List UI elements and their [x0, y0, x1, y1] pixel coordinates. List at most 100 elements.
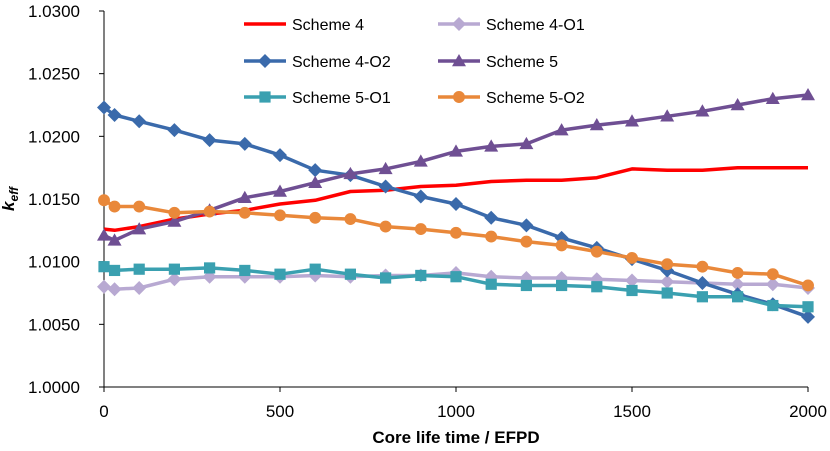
data-point: [590, 245, 603, 258]
data-point: [167, 214, 182, 227]
data-point: [107, 282, 122, 297]
data-point: [485, 230, 498, 243]
data-point: [695, 275, 710, 290]
x-tick-label: 0: [99, 402, 108, 421]
data-point: [520, 235, 533, 248]
data-point: [238, 206, 251, 219]
data-point: [258, 54, 272, 68]
data-point: [453, 91, 465, 103]
data-point: [308, 163, 323, 178]
data-point: [661, 287, 673, 299]
data-point: [380, 272, 392, 284]
data-point: [309, 263, 321, 275]
data-point: [133, 200, 146, 213]
data-point: [519, 136, 534, 150]
legend: Scheme 4 Scheme 4-O1 Scheme 4-O2 Scheme 5 Sc…: [244, 17, 585, 107]
legend-item: Scheme 4: [244, 17, 364, 34]
data-point: [625, 273, 639, 288]
data-point: [344, 268, 356, 280]
series-scheme-5: [97, 87, 815, 246]
data-point: [167, 123, 182, 138]
data-point: [660, 109, 675, 122]
data-point: [239, 264, 251, 277]
data-point: [449, 197, 463, 212]
x-axis-ticks: 0 500 1000 1500 2000: [99, 387, 827, 421]
data-point: [167, 272, 182, 287]
series-scheme-5-o2: [98, 194, 814, 292]
data-point: [168, 263, 180, 275]
data-point: [556, 279, 568, 292]
y-tick-label: 1.0200: [28, 127, 80, 146]
data-point: [98, 194, 110, 207]
data-point: [107, 108, 122, 123]
data-point: [413, 189, 428, 204]
data-point: [591, 281, 603, 293]
x-axis-label: Core life time / EFPD: [372, 428, 539, 447]
series-line: [103, 93, 809, 243]
data-point: [801, 309, 815, 324]
data-point: [97, 228, 111, 241]
legend-label: Scheme 5: [486, 54, 558, 71]
data-point: [765, 91, 780, 104]
x-tick-label: 500: [266, 402, 294, 421]
legend-label: Scheme 4: [292, 17, 364, 34]
y-axis-label-main: k: [0, 200, 18, 211]
data-point: [661, 258, 674, 271]
legend-item: Scheme 5-O2: [438, 90, 585, 107]
data-point: [415, 269, 427, 282]
y-tick-label: 1.0250: [28, 65, 80, 84]
data-point: [555, 239, 568, 252]
x-tick-label: 1000: [437, 402, 475, 421]
data-point: [765, 277, 780, 292]
y-tick-label: 1.0150: [28, 190, 80, 209]
data-point: [767, 299, 779, 312]
data-point: [452, 17, 466, 31]
data-point: [730, 277, 745, 292]
data-point: [589, 118, 604, 131]
y-axis-ticks: 1.0000 1.0050 1.0100 1.0150 1.0200 1.0250 1.03…: [28, 2, 104, 397]
x-tick-label: 1500: [613, 402, 651, 421]
y-tick-label: 1.0000: [28, 378, 80, 397]
x-tick-label: 2000: [789, 402, 827, 421]
legend-label: Scheme 4-O1: [486, 17, 585, 34]
series-line: [103, 265, 809, 309]
data-point: [485, 278, 497, 290]
data-point: [554, 123, 569, 136]
data-point: [168, 206, 181, 219]
data-point: [802, 301, 814, 313]
data-point: [343, 166, 358, 180]
data-point: [107, 233, 122, 246]
data-point: [450, 271, 462, 283]
data-point: [379, 220, 392, 233]
data-point: [452, 54, 466, 67]
data-point: [98, 261, 110, 273]
data-point: [696, 291, 708, 303]
data-point: [274, 209, 286, 222]
legend-label: Scheme 5-O1: [292, 90, 391, 107]
y-axis-label: keff: [0, 186, 21, 211]
data-point: [132, 114, 147, 129]
series-line: [102, 106, 809, 319]
legend-label: Scheme 4-O2: [292, 54, 391, 71]
data-point: [484, 139, 499, 152]
data-point: [660, 274, 675, 289]
data-point: [237, 136, 252, 151]
data-point: [520, 279, 532, 292]
series-scheme-5-o1: [98, 261, 814, 313]
data-point: [97, 100, 111, 115]
data-point: [625, 114, 639, 127]
data-point: [202, 133, 217, 148]
data-point: [730, 98, 745, 111]
data-point: [626, 284, 638, 297]
data-point: [378, 179, 393, 194]
data-point: [802, 279, 814, 292]
legend-item: Scheme 4-O2: [244, 54, 391, 71]
data-point: [484, 210, 499, 225]
data-point: [204, 262, 216, 274]
data-point: [108, 264, 121, 277]
data-point: [449, 144, 463, 157]
y-tick-label: 1.0050: [28, 315, 80, 334]
data-point: [132, 280, 147, 295]
data-point: [237, 190, 252, 203]
